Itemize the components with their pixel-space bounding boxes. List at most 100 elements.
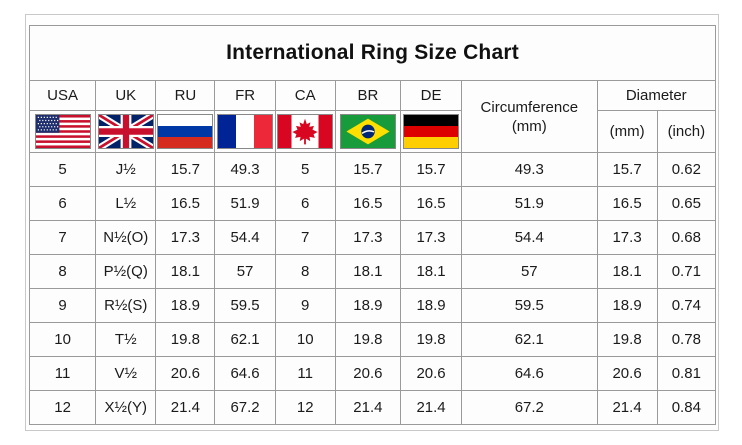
diameter-mm-header: (mm) — [596, 110, 658, 153]
cell-de: 15.7 — [399, 152, 463, 187]
cell-ca: 12 — [274, 390, 336, 425]
cell-circumference: 54.4 — [461, 220, 598, 255]
cell-de: 18.1 — [399, 254, 463, 289]
cell-fr: 64.6 — [214, 356, 276, 391]
col-header-usa: USA — [28, 80, 97, 111]
cell-de: 18.9 — [399, 288, 463, 323]
flag-cell-fr — [214, 110, 276, 153]
cell-diameter-mm: 15.7 — [596, 152, 658, 187]
cell-uk: R½(S) — [95, 288, 157, 323]
cell-diameter-inch: 0.81 — [656, 356, 717, 391]
cell-ru: 19.8 — [155, 322, 216, 357]
cell-diameter-inch: 0.68 — [656, 220, 717, 255]
cell-br: 18.1 — [334, 254, 401, 289]
flag-cell-br — [334, 110, 401, 153]
table-row: 12 X½(Y) 21.4 67.2 12 21.4 21.4 67.2 21.… — [28, 390, 717, 425]
col-header-fr: FR — [214, 80, 276, 111]
cell-fr: 62.1 — [214, 322, 276, 357]
cell-ca: 11 — [274, 356, 336, 391]
cell-br: 20.6 — [334, 356, 401, 391]
cell-circumference: 67.2 — [461, 390, 598, 425]
table-row: 5 J½ 15.7 49.3 5 15.7 15.7 49.3 15.7 0.6… — [28, 152, 717, 187]
table-row: 6 L½ 16.5 51.9 6 16.5 16.5 51.9 16.5 0.6… — [28, 186, 717, 221]
cell-ru: 21.4 — [155, 390, 216, 425]
cell-ru: 16.5 — [155, 186, 216, 221]
cell-br: 19.8 — [334, 322, 401, 357]
cell-diameter-mm: 21.4 — [596, 390, 658, 425]
russia-flag-icon — [157, 114, 214, 149]
cell-fr: 67.2 — [214, 390, 276, 425]
cell-br: 15.7 — [334, 152, 401, 187]
cell-diameter-inch: 0.74 — [656, 288, 717, 323]
cell-uk: X½(Y) — [95, 390, 157, 425]
cell-diameter-mm: 17.3 — [596, 220, 658, 255]
cell-diameter-inch: 0.65 — [656, 186, 717, 221]
ring-size-chart-card: International Ring Size Chart USA UK RU … — [25, 14, 719, 431]
cell-de: 19.8 — [399, 322, 463, 357]
cell-diameter-mm: 18.1 — [596, 254, 658, 289]
cell-ru: 18.1 — [155, 254, 216, 289]
cell-circumference: 59.5 — [461, 288, 598, 323]
cell-fr: 59.5 — [214, 288, 276, 323]
cell-diameter-mm: 18.9 — [596, 288, 658, 323]
cell-de: 20.6 — [399, 356, 463, 391]
diameter-inch-header: (inch) — [656, 110, 717, 153]
flag-cell-ru — [155, 110, 216, 153]
cell-circumference: 51.9 — [461, 186, 598, 221]
cell-br: 16.5 — [334, 186, 401, 221]
cell-usa: 11 — [28, 356, 97, 391]
flag-cell-uk — [95, 110, 157, 153]
cell-diameter-mm: 19.8 — [596, 322, 658, 357]
title-row: International Ring Size Chart — [29, 25, 716, 81]
col-header-ru: RU — [155, 80, 216, 111]
cell-ru: 18.9 — [155, 288, 216, 323]
col-header-circumference: Circumference (mm) — [461, 80, 598, 153]
cell-fr: 51.9 — [214, 186, 276, 221]
cell-usa: 9 — [28, 288, 97, 323]
cell-circumference: 57 — [461, 254, 598, 289]
usa-flag-icon — [34, 114, 91, 149]
flag-cell-de — [399, 110, 463, 153]
col-header-br: BR — [334, 80, 401, 111]
france-flag-icon — [217, 114, 274, 149]
cell-usa: 12 — [28, 390, 97, 425]
cell-fr: 57 — [214, 254, 276, 289]
cell-diameter-inch: 0.71 — [656, 254, 717, 289]
table-row: 8 P½(Q) 18.1 57 8 18.1 18.1 57 18.1 0.71 — [28, 254, 717, 289]
col-header-diameter: Diameter — [596, 80, 716, 111]
table-row: 9 R½(S) 18.9 59.5 9 18.9 18.9 59.5 18.9 … — [28, 288, 717, 323]
cell-de: 21.4 — [399, 390, 463, 425]
cell-diameter-inch: 0.84 — [656, 390, 717, 425]
cell-diameter-mm: 20.6 — [596, 356, 658, 391]
germany-flag-icon — [403, 114, 460, 149]
cell-ca: 10 — [274, 322, 336, 357]
cell-usa: 5 — [28, 152, 97, 187]
cell-ca: 6 — [274, 186, 336, 221]
col-header-de: DE — [399, 80, 463, 111]
cell-uk: N½(O) — [95, 220, 157, 255]
cell-ru: 20.6 — [155, 356, 216, 391]
cell-fr: 49.3 — [214, 152, 276, 187]
cell-br: 17.3 — [334, 220, 401, 255]
ring-size-table: International Ring Size Chart USA UK RU … — [28, 25, 717, 425]
canada-flag-icon — [277, 114, 334, 149]
cell-ru: 15.7 — [155, 152, 216, 187]
col-header-uk: UK — [95, 80, 157, 111]
cell-diameter-inch: 0.62 — [656, 152, 717, 187]
cell-uk: T½ — [95, 322, 157, 357]
chart-title: International Ring Size Chart — [29, 25, 716, 81]
uk-flag-icon — [97, 114, 154, 149]
cell-ru: 17.3 — [155, 220, 216, 255]
col-header-ca: CA — [274, 80, 336, 111]
table-row: 10 T½ 19.8 62.1 10 19.8 19.8 62.1 19.8 0… — [28, 322, 717, 357]
cell-uk: P½(Q) — [95, 254, 157, 289]
table-row: 7 N½(O) 17.3 54.4 7 17.3 17.3 54.4 17.3 … — [28, 220, 717, 255]
cell-usa: 10 — [28, 322, 97, 357]
cell-ca: 9 — [274, 288, 336, 323]
ring-size-table-body: 5 J½ 15.7 49.3 5 15.7 15.7 49.3 15.7 0.6… — [28, 152, 717, 425]
circumference-label: Circumference — [480, 98, 579, 116]
cell-uk: L½ — [95, 186, 157, 221]
cell-circumference: 64.6 — [461, 356, 598, 391]
cell-de: 16.5 — [399, 186, 463, 221]
cell-uk: J½ — [95, 152, 157, 187]
